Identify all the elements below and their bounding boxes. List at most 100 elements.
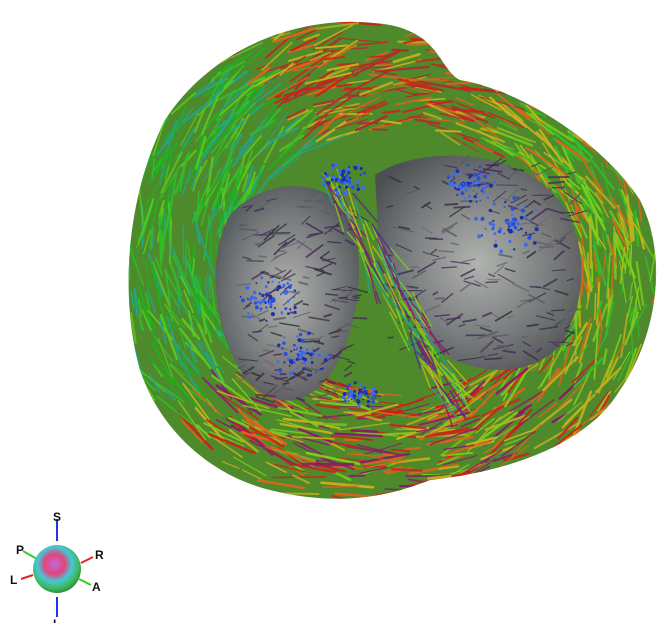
fiber-stroke — [195, 136, 207, 170]
fiber-stroke — [573, 432, 595, 448]
speckle-point — [282, 341, 286, 345]
fiber-stroke — [264, 108, 282, 126]
fiber-stroke — [141, 309, 152, 332]
inner-fiber-stroke — [300, 215, 311, 225]
fiber-stroke — [289, 49, 336, 83]
fiber-stroke — [593, 250, 598, 272]
fiber-stroke — [169, 364, 201, 395]
inner-fiber-stroke — [324, 303, 341, 311]
fiber-stroke — [589, 213, 597, 239]
fiber-stroke — [396, 426, 430, 440]
speckle-point — [338, 185, 341, 189]
fiber-stroke — [128, 250, 131, 282]
fiber-stroke — [206, 68, 228, 105]
inner-fiber-stroke — [253, 207, 265, 213]
speckle-point — [306, 352, 310, 355]
fiber-stroke — [645, 196, 656, 222]
fiber-stroke — [313, 31, 344, 51]
fiber-stroke — [315, 88, 355, 116]
fiber-stroke — [535, 60, 581, 74]
speckle-point — [354, 398, 357, 401]
fiber-stroke — [473, 411, 519, 446]
fiber-stroke — [322, 485, 359, 489]
speckle-point — [491, 223, 495, 227]
fiber-stroke — [506, 408, 533, 438]
fiber-stroke — [454, 483, 496, 496]
fiber-stroke — [168, 258, 183, 297]
inner-fiber-stroke — [330, 335, 340, 339]
fiber-stroke — [539, 47, 575, 66]
inner-fiber-stroke — [564, 324, 571, 330]
fiber-stroke — [478, 129, 510, 151]
fiber-stroke — [324, 55, 346, 61]
inner-fiber-stroke — [449, 206, 465, 218]
speckle-point — [469, 182, 472, 185]
fiber-stroke — [254, 63, 296, 88]
inner-fiber-stroke — [492, 343, 514, 351]
inner-fiber-stroke — [325, 230, 334, 233]
fiber-stroke — [408, 463, 459, 475]
fiber-stroke — [517, 151, 546, 170]
fiber-stroke — [635, 260, 645, 307]
inner-fiber-stroke — [265, 197, 277, 202]
fiber-stroke — [224, 139, 232, 154]
fiber-stroke — [544, 356, 557, 372]
fiber-stroke — [365, 15, 386, 19]
speckle-point — [268, 294, 273, 299]
fiber-stroke — [455, 122, 505, 143]
fiber-stroke — [359, 81, 394, 96]
speckle-point — [296, 335, 299, 338]
fiber-stroke — [496, 143, 532, 161]
inner-fiber-stroke — [473, 279, 489, 289]
fiber-stroke — [581, 73, 606, 89]
fiber-stroke — [495, 409, 515, 422]
fiber-stroke — [110, 329, 121, 347]
speckle-point — [345, 185, 349, 189]
speckle-point — [491, 227, 495, 231]
speckle-point — [492, 219, 495, 223]
orientation-widget[interactable]: S I P A L R — [10, 510, 104, 623]
fiber-stroke — [163, 212, 166, 235]
speckle-point — [358, 383, 361, 386]
speckle-point — [468, 186, 471, 189]
fiber-stroke — [527, 452, 554, 482]
inner-fiber-stroke — [279, 241, 299, 250]
inner-fiber-stroke — [458, 323, 466, 328]
speckle-point — [286, 300, 290, 303]
fiber-stroke — [480, 397, 521, 418]
inner-fiber-stroke — [493, 265, 505, 275]
inner-fiber-stroke — [523, 200, 534, 206]
speckle-point — [324, 175, 328, 178]
fiber-stroke — [233, 456, 267, 477]
fiber-stroke — [128, 155, 129, 191]
fiber-stroke — [589, 409, 606, 421]
fiber-stroke — [216, 110, 240, 129]
septum-fiber-stroke — [346, 231, 366, 253]
fiber-stroke — [642, 348, 649, 380]
septum-fiber-stroke — [409, 310, 427, 336]
fiber-stroke — [646, 331, 657, 369]
fiber-stroke — [508, 53, 545, 61]
speckle-point — [273, 307, 277, 310]
fiber-stroke — [602, 253, 607, 278]
fiber-stroke — [590, 97, 626, 123]
speckle-point — [354, 392, 357, 395]
inner-fiber-stroke — [563, 191, 583, 205]
fiber-stroke — [461, 65, 484, 71]
fiber-stroke — [390, 448, 411, 453]
fiber-stroke — [537, 100, 564, 113]
speckle-point — [337, 169, 341, 173]
fiber-stroke — [539, 59, 563, 78]
fiber-stroke — [324, 424, 341, 430]
speckle-point — [455, 188, 458, 191]
fiber-stroke — [491, 416, 530, 442]
fiber-stroke — [269, 445, 317, 465]
inner-fiber-stroke — [258, 199, 272, 210]
inner-fiber-stroke — [352, 317, 368, 320]
fiber-stroke — [191, 358, 206, 385]
fiber-stroke — [148, 372, 161, 393]
septum-fiber-stroke — [399, 285, 426, 329]
fiber-stroke — [164, 268, 173, 322]
